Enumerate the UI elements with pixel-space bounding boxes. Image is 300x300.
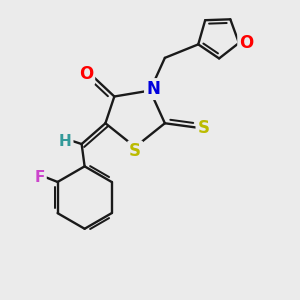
Text: S: S — [129, 142, 141, 160]
Text: S: S — [197, 119, 209, 137]
Text: O: O — [239, 34, 254, 52]
Text: N: N — [146, 80, 160, 98]
Text: F: F — [34, 170, 45, 185]
Text: O: O — [79, 65, 93, 83]
Text: H: H — [59, 134, 72, 148]
